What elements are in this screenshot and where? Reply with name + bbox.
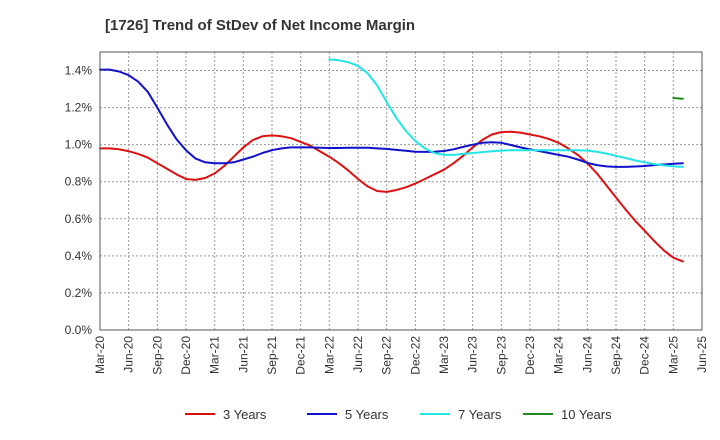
x-tick-label: Jun-22 [351, 336, 365, 373]
x-tick-label: Sep-21 [265, 336, 279, 375]
x-tick-label: Mar-23 [437, 336, 451, 374]
series-line [672, 97, 684, 100]
x-axis-ticks: Mar-20 Jun-20 Sep-20 Dec-20 Mar-21 Jun-21 Sep-… [93, 336, 709, 375]
plot-area-border [99, 51, 703, 331]
x-tick-label: Jun-23 [466, 336, 480, 373]
x-tick-label: Sep-22 [380, 336, 394, 375]
x-tick-label: Jun-25 [695, 336, 709, 373]
x-tick-label: Mar-22 [322, 336, 336, 374]
x-tick-label: Mar-25 [666, 336, 680, 374]
y-tick-label: 0.8% [65, 175, 93, 189]
x-tick-label: Mar-24 [552, 336, 566, 374]
x-tick-label: Dec-24 [638, 336, 652, 375]
y-axis-ticks: 0.0% 0.2% 0.4% 0.6% 0.8% 1.0% 1.2% 1.4% [65, 64, 93, 337]
legend-label: 7 Years [458, 407, 502, 422]
legend: 3 Years 5 Years 7 Years 10 Years [185, 407, 612, 422]
series-line [99, 68, 684, 168]
y-tick-label: 0.0% [65, 323, 93, 337]
x-tick-label: Sep-23 [494, 336, 508, 375]
grid [100, 52, 702, 330]
x-tick-label: Mar-21 [208, 336, 222, 374]
x-tick-label: Dec-23 [523, 336, 537, 375]
series-line [328, 58, 684, 168]
series-lines [99, 58, 684, 263]
x-tick-label: Dec-22 [408, 336, 422, 375]
legend-label: 10 Years [561, 407, 612, 422]
y-tick-label: 1.4% [65, 64, 93, 78]
x-tick-label: Dec-20 [179, 336, 193, 375]
y-tick-label: 0.6% [65, 212, 93, 226]
y-tick-label: 0.2% [65, 286, 93, 300]
x-tick-label: Jun-21 [236, 336, 250, 373]
x-tick-label: Sep-24 [609, 336, 623, 375]
y-tick-label: 1.2% [65, 101, 93, 115]
x-tick-label: Mar-20 [93, 336, 107, 374]
y-tick-label: 1.0% [65, 138, 93, 152]
y-tick-label: 0.4% [65, 249, 93, 263]
x-tick-label: Jun-24 [580, 336, 594, 373]
x-tick-label: Dec-21 [294, 336, 308, 375]
legend-label: 3 Years [223, 407, 267, 422]
legend-label: 5 Years [345, 407, 389, 422]
x-tick-label: Jun-20 [122, 336, 136, 373]
x-tick-label: Sep-20 [150, 336, 164, 375]
chart-title: [1726] Trend of StDev of Net Income Marg… [105, 17, 415, 34]
